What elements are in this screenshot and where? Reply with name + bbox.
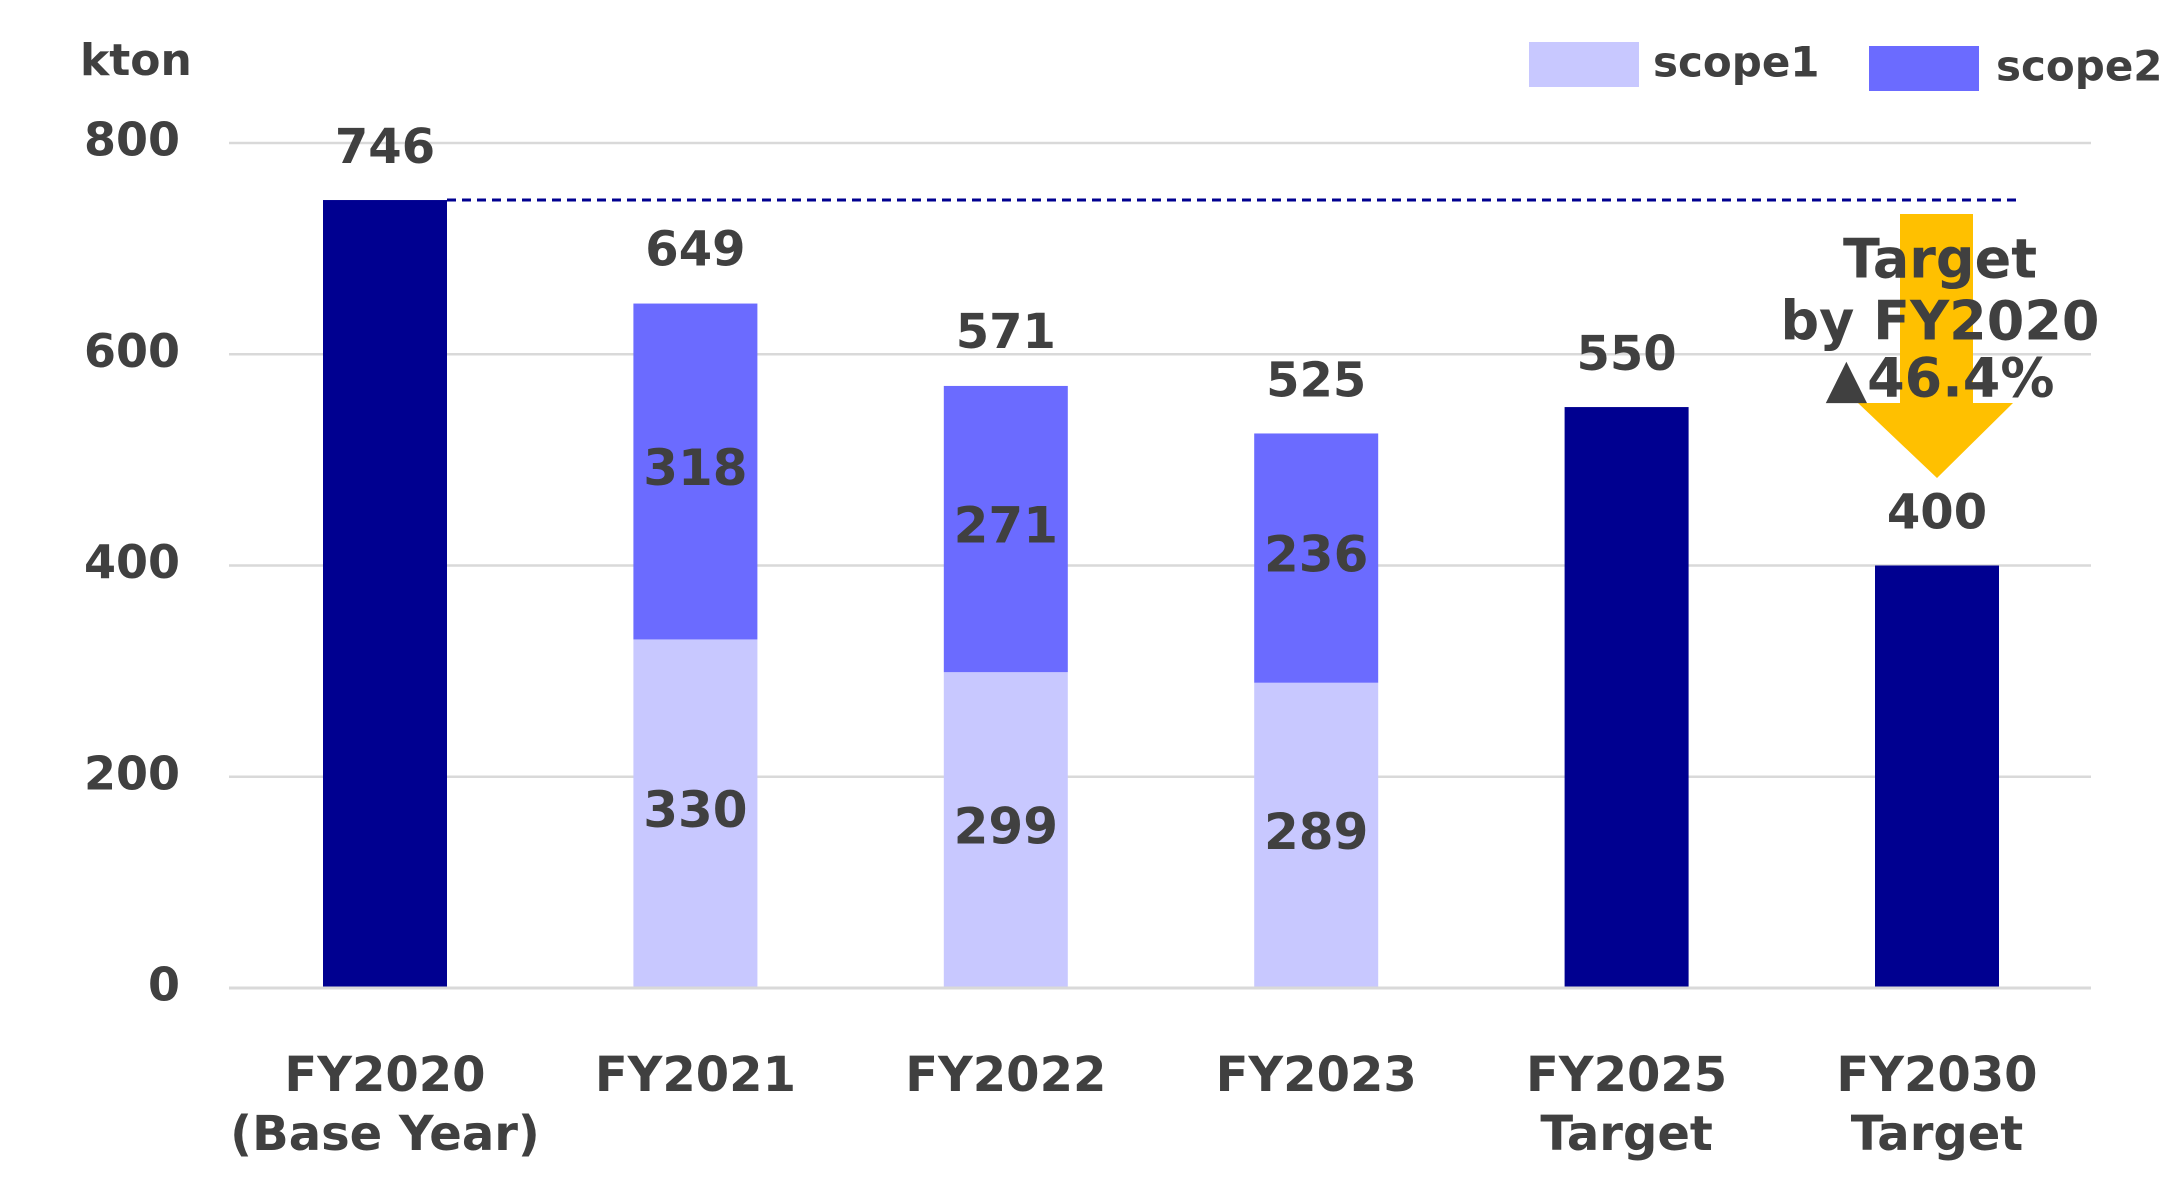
bar-segment [1254,682,1379,988]
x-tick-label: Target [1851,1106,2023,1162]
legend-swatch [1529,42,1639,87]
y-axis-label: kton [80,35,192,86]
segment-label: 289 [1264,803,1368,861]
annotation-text: by FY2020 [1781,290,2100,353]
x-tick-label: FY2030 [1836,1047,2037,1103]
segment-label: 299 [954,798,1058,856]
segment-label: 271 [954,497,1058,555]
bar-segment [943,385,1068,673]
legend-label: scope2 [1996,42,2163,91]
y-tick-label: 400 [84,535,180,589]
annotation-arrow [1858,214,2013,478]
bar [1564,407,1689,988]
bar-segment [633,303,758,640]
x-tick-label: FY2023 [1216,1047,1417,1103]
annotation-text: Target [1843,228,2037,291]
x-tick-label: FY2025 [1526,1047,1727,1103]
total-label: 525 [1266,352,1366,408]
bar [1875,565,1999,988]
segment-label: 318 [643,439,747,497]
bar [323,200,447,989]
total-label: 550 [1576,326,1676,382]
x-tick-label: FY2020 [284,1047,485,1103]
x-tick-label: FY2022 [905,1047,1106,1103]
y-tick-label: 800 [84,113,180,167]
segment-label: 330 [643,781,747,839]
total-label: 649 [645,221,745,277]
total-label: 400 [1887,485,1987,541]
legend-swatch [1869,46,1979,91]
segment-label: 236 [1264,526,1368,584]
bar-segment [633,639,758,988]
total-label: 571 [956,304,1056,360]
bar-segment [943,672,1068,988]
x-tick-label: Target [1540,1106,1712,1162]
y-tick-label: 600 [84,324,180,378]
x-tick-label: (Base Year) [230,1106,540,1162]
annotation-text: ▲46.4% [1826,347,2055,410]
y-tick-label: 200 [84,746,180,800]
legend-label: scope1 [1653,38,1820,87]
bar-segment [1254,433,1379,683]
total-label: 746 [335,119,435,175]
y-tick-label: 0 [148,958,180,1012]
x-tick-label: FY2021 [595,1047,796,1103]
